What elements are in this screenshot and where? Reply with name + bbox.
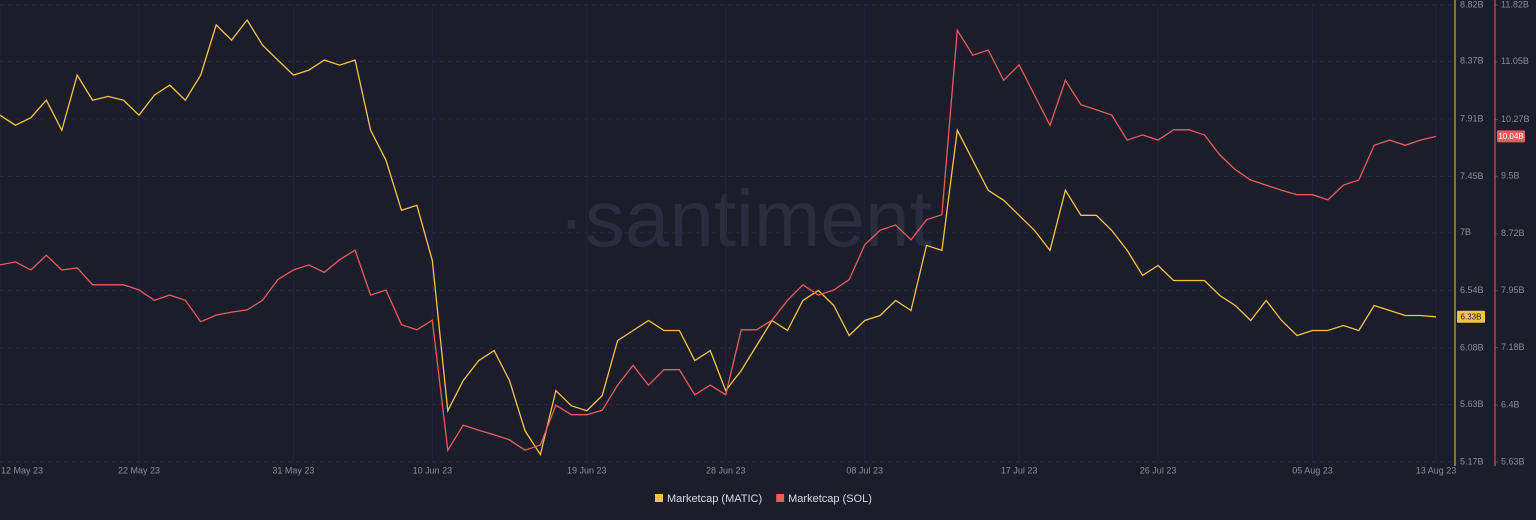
x-tick-label: 12 May 23 [1,465,43,475]
last-value-badge [1497,130,1525,143]
y-tick-label: 5.17B [1460,456,1484,466]
legend-swatch [655,494,663,502]
x-tick-label: 28 Jun 23 [706,465,746,475]
x-tick-label: 17 Jul 23 [1001,465,1038,475]
y2-tick-label: 5.63B [1501,456,1525,466]
y2-tick-label: 11.82B [1501,0,1529,9]
x-tick-label: 13 Aug 23 [1416,465,1457,475]
y-tick-label: 5.63B [1460,399,1484,409]
legend-swatch [776,494,785,502]
x-tick-label: 26 Jul 23 [1140,465,1177,475]
series-line [0,18,1437,457]
y-tick-label: 6.54B [1460,285,1484,295]
last-value-label: 10.04B [1498,132,1523,141]
y-tick-label: 8.37B [1460,56,1484,66]
y2-tick-label: 11.05B [1501,56,1529,66]
legend-label: Marketcap (SOL) [788,493,872,505]
y2-tick-label: 7.95B [1501,285,1525,295]
series-line [0,28,1437,453]
x-tick-label: 08 Jul 23 [846,465,883,475]
x-tick-label: 22 May 23 [118,465,160,475]
x-tick-label: 31 May 23 [272,465,314,475]
x-tick-label: 05 Aug 23 [1292,465,1333,475]
x-tick-label: 19 Jun 23 [567,465,607,475]
watermark: ·santiment [558,174,931,263]
y-tick-label: 7B [1460,227,1471,237]
y2-tick-label: 10.27B [1501,114,1530,124]
legend: Marketcap (MATIC) Marketcap (SOL) [655,493,872,505]
y-tick-label: 8.82B [1460,0,1484,9]
last-value-label: 6.33B [1461,312,1482,321]
y-tick-label: 6.08B [1460,342,1484,352]
x-tick-label: 10 Jun 23 [413,465,453,475]
y-tick-label: 7.45B [1460,171,1484,181]
y-tick-label: 7.91B [1460,113,1484,123]
y2-tick-label: 9.5B [1501,171,1520,181]
y2-tick-label: 7.18B [1501,342,1525,352]
legend-label: Marketcap (MATIC) [667,493,762,505]
y2-tick-label: 6.4B [1501,400,1520,410]
last-value-badge [1457,310,1485,323]
y2-tick-label: 8.72B [1501,228,1525,238]
